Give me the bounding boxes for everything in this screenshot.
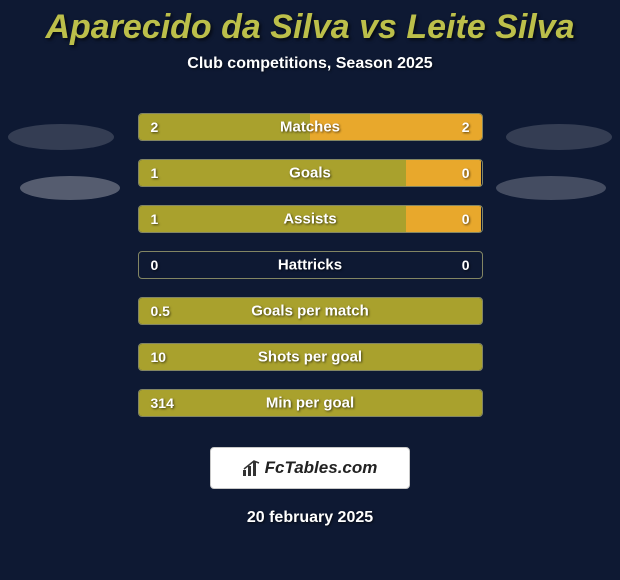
subtitle: Club competitions, Season 2025 (0, 55, 620, 73)
stat-bar-left (139, 160, 407, 186)
chart-icon (243, 460, 261, 476)
decoration-ellipse (496, 176, 606, 200)
stat-label: Goals (289, 165, 331, 182)
stat-row: Goals 1 0 (138, 159, 483, 187)
stat-value-left: 0 (151, 257, 159, 273)
logo-text: FcTables.com (265, 458, 378, 478)
stat-label: Min per goal (266, 395, 354, 412)
stat-value-left: 0.5 (151, 303, 170, 319)
stat-label: Hattricks (278, 257, 342, 274)
stat-bar-right (406, 206, 481, 232)
stat-row: Goals per match 0.5 (138, 297, 483, 325)
stat-row: Hattricks 0 0 (138, 251, 483, 279)
stat-row: Matches 2 2 (138, 113, 483, 141)
stat-value-left: 2 (151, 119, 159, 135)
stat-bar-right (406, 160, 481, 186)
stat-value-right: 0 (462, 211, 470, 227)
stat-label: Assists (283, 211, 336, 228)
page-title: Aparecido da Silva vs Leite Silva (0, 0, 620, 47)
stat-value-right: 0 (462, 257, 470, 273)
stat-value-left: 10 (151, 349, 167, 365)
stat-value-left: 314 (151, 395, 174, 411)
stat-label: Goals per match (251, 303, 369, 320)
date-label: 20 february 2025 (0, 509, 620, 527)
stat-bar-left (139, 206, 407, 232)
decoration-ellipse (20, 176, 120, 200)
decoration-ellipse (8, 124, 114, 150)
stats-list: Matches22Goals10Assists10Hattricks00Goal… (0, 113, 620, 417)
stat-value-right: 2 (462, 119, 470, 135)
stat-value-left: 1 (151, 165, 159, 181)
logo-box: FcTables.com (210, 447, 410, 489)
stat-value-right: 0 (462, 165, 470, 181)
stat-label: Shots per goal (258, 349, 362, 366)
comparison-card: Aparecido da Silva vs Leite Silva Club c… (0, 0, 620, 580)
stat-value-left: 1 (151, 211, 159, 227)
decoration-ellipse (506, 124, 612, 150)
stat-row: Assists 1 0 (138, 205, 483, 233)
stat-row: Shots per goal 10 (138, 343, 483, 371)
stat-row: Min per goal 314 (138, 389, 483, 417)
stat-label: Matches (280, 119, 340, 136)
